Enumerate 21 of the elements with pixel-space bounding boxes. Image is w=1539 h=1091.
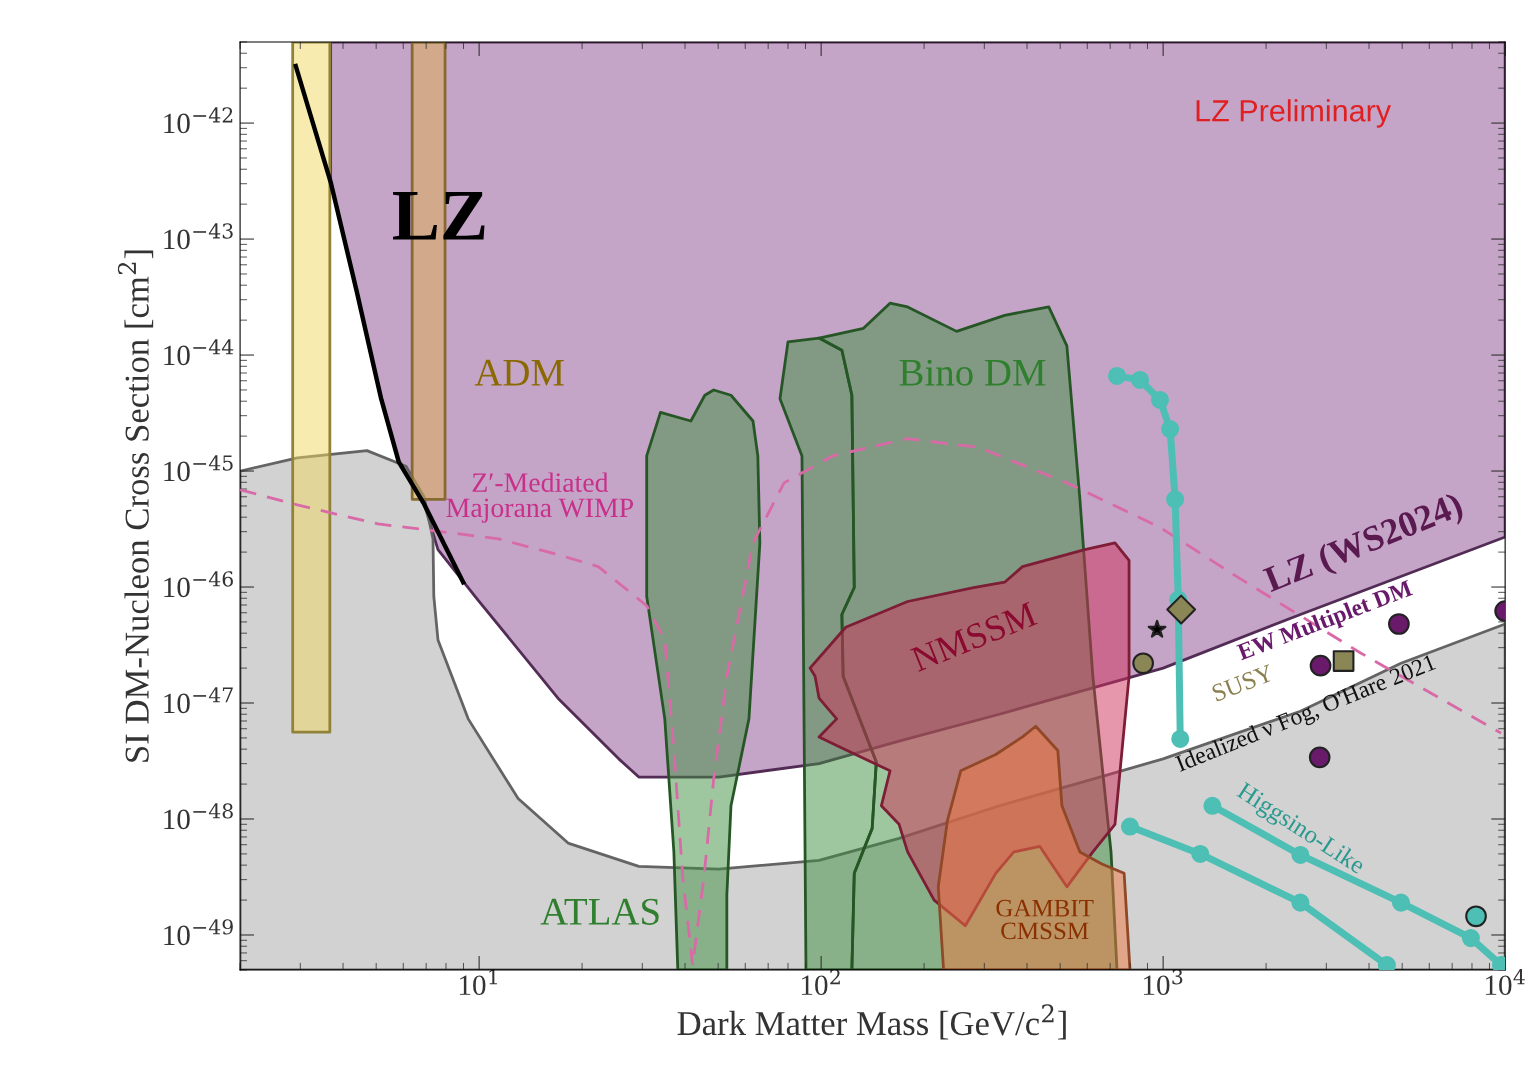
annotation: SUSY bbox=[1211, 663, 1275, 702]
x-axis-title: Dark Matter Mass [GeV/c$^{2}$] bbox=[677, 1004, 1066, 1040]
x-tick-label: 10$^{1}$ bbox=[459, 969, 497, 996]
y-axis-title: SI DM-Nucleon Cross Section [cm$^{2}$] bbox=[117, 250, 154, 762]
y-tick-label: 10$^{−49}$ bbox=[164, 919, 233, 946]
y-tick-label: 10$^{−44}$ bbox=[164, 339, 234, 366]
x-tick-label: 10$^{4}$ bbox=[1485, 969, 1525, 996]
annotation: ATLAS bbox=[540, 898, 659, 925]
y-tick-label: 10$^{−43}$ bbox=[164, 223, 233, 250]
y-tick-label: 10$^{−48}$ bbox=[164, 803, 233, 830]
annotation: ADM bbox=[474, 359, 564, 386]
y-tick-label: 10$^{−42}$ bbox=[164, 107, 233, 134]
annotation: Z′-Mediated Majorana WIMP bbox=[446, 472, 634, 523]
annotation: Bino DM bbox=[899, 359, 1046, 386]
y-tick-label: 10$^{−47}$ bbox=[164, 687, 233, 714]
annotation: GAMBIT CMSSM bbox=[996, 899, 1094, 940]
annotation: LZ Preliminary bbox=[1196, 99, 1392, 128]
x-tick-label: 10$^{2}$ bbox=[801, 969, 840, 996]
x-tick-label: 10$^{3}$ bbox=[1143, 969, 1183, 996]
y-tick-label: 10$^{−45}$ bbox=[164, 455, 233, 482]
y-tick-label: 10$^{−46}$ bbox=[164, 571, 233, 598]
